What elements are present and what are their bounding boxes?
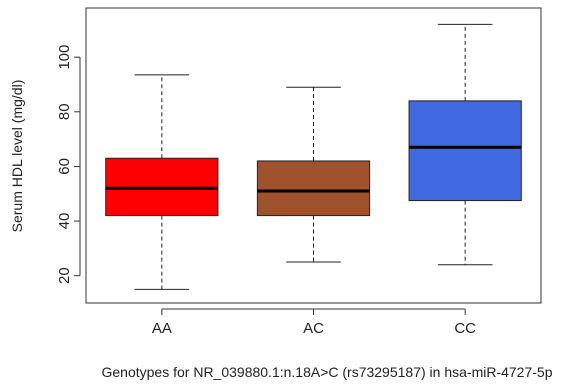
x-tick-label: CC: [454, 320, 476, 337]
x-axis: AA AC CC: [152, 308, 476, 337]
y-axis: 20 40 60 80 100: [56, 45, 81, 284]
y-tick-label: 20: [56, 267, 73, 284]
x-tick-label: AC: [303, 320, 324, 337]
plot-frame: [85, 7, 542, 304]
iqr-box: [408, 100, 522, 202]
box-aa: [105, 74, 219, 290]
x-tick-label: AA: [152, 320, 172, 337]
box-cc: [408, 23, 522, 266]
box-series: [105, 23, 522, 290]
y-axis-label: Serum HDL level (mg/dl): [9, 80, 25, 233]
iqr-box: [256, 160, 371, 217]
y-tick-label: 80: [56, 103, 73, 120]
box-ac: [256, 86, 371, 263]
y-tick-label: 60: [56, 158, 73, 175]
y-tick-label: 100: [56, 45, 73, 70]
y-tick-label: 40: [56, 213, 73, 230]
x-axis-label: Genotypes for NR_039880.1:n.18A>C (rs732…: [102, 364, 553, 380]
